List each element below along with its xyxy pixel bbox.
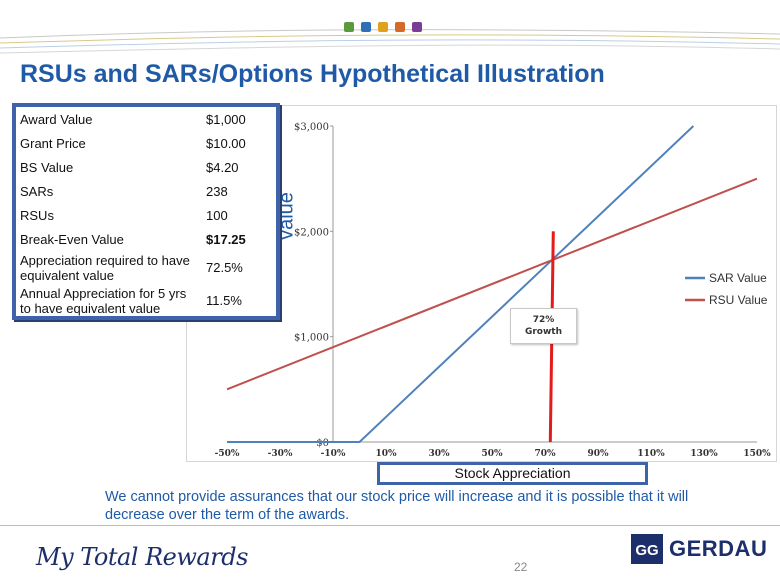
row-label: Break-Even Value [20,231,124,247]
slide-title: RSUs and SARs/Options Hypothetical Illus… [20,60,605,88]
growth-percent: 72% [532,315,555,325]
x-tick-label: 10% [375,449,397,459]
series-line-rsu-value [226,177,758,391]
row-label: SARs [20,183,54,199]
x-tick-label: 90% [587,449,609,459]
table-row: RSUs 100 [16,203,276,227]
table-row: SARs 238 [16,179,276,203]
header-decoration [0,29,780,54]
color-dot [378,22,388,32]
x-tick-label: -10% [321,449,346,459]
row-label: Appreciation required to have equivalent… [20,252,190,283]
row-value: 100 [206,207,228,223]
award-info-table: Award Value $1,000 Grant Price $10.00 BS Val… [16,107,276,317]
x-tick-label: -30% [268,449,293,459]
row-label: Annual Appreciation for 5 yrs to have eq… [20,285,187,316]
gerdau-logo-icon: GG [631,534,663,564]
y-tick-label: $0 [316,438,329,449]
row-value: 238 [206,183,228,199]
row-value: $17.25 [206,231,246,247]
brand-wordmark: My Total Rewards [36,543,248,571]
row-value: $4.20 [206,159,239,175]
table-row: Grant Price $10.00 [16,131,276,155]
table-row: Award Value $1,000 [16,107,276,131]
company-logo: GG GERDAU [631,534,767,564]
row-label: RSUs [20,207,54,223]
legend-label: RSU Value [709,293,768,307]
row-value: 11.5% [206,293,242,308]
color-dot [344,22,354,32]
x-tick-label: 130% [690,449,718,459]
table-row: Break-Even Value $17.25 [16,227,276,251]
legend-label: SAR Value [709,271,767,285]
series-line-sar-value [227,125,695,443]
y-tick-label: $3,000 [294,122,329,133]
y-tick-label: $2,000 [294,227,329,238]
chart-area: $0 $1,000 $2,000 $3,000 -50% -30% -10% 10% 30% 50… [186,105,777,462]
row-value: $1,000 [206,111,246,127]
row-value: $10.00 [206,135,246,151]
row-label: Award Value [20,111,93,127]
logo-text: GERDAU [669,536,768,561]
disclaimer-text: We cannot provide assurances that our st… [105,489,689,523]
table-row: Appreciation required to have equivalent… [16,251,276,284]
x-tick-label: 150% [743,449,771,459]
y-tick-label: $1,000 [294,333,329,344]
footer-divider [0,525,780,526]
growth-annotation: 72% Growth [510,308,577,344]
row-value: 72.5% [206,260,243,275]
x-tick-label: 30% [428,449,450,459]
page-number: 22 [514,560,528,574]
color-dot [361,22,371,32]
header-color-dots [344,22,422,32]
logo-mark-text: GG [635,542,658,559]
award-info-box: Award Value $1,000 Grant Price $10.00 BS Val… [12,103,280,320]
x-tick-label: 70% [534,449,556,459]
x-tick-label: 50% [481,449,503,459]
growth-label: Growth [524,327,563,337]
x-tick-label: -50% [215,449,240,459]
color-dot [395,22,405,32]
table-row: BS Value $4.20 [16,155,276,179]
row-label: Grant Price [20,135,86,151]
row-label: BS Value [20,159,74,175]
color-dot [412,22,422,32]
x-tick-label: 110% [637,449,665,459]
x-axis-label: Stock Appreciation [377,462,648,485]
table-row: Annual Appreciation for 5 yrs to have eq… [16,284,276,317]
